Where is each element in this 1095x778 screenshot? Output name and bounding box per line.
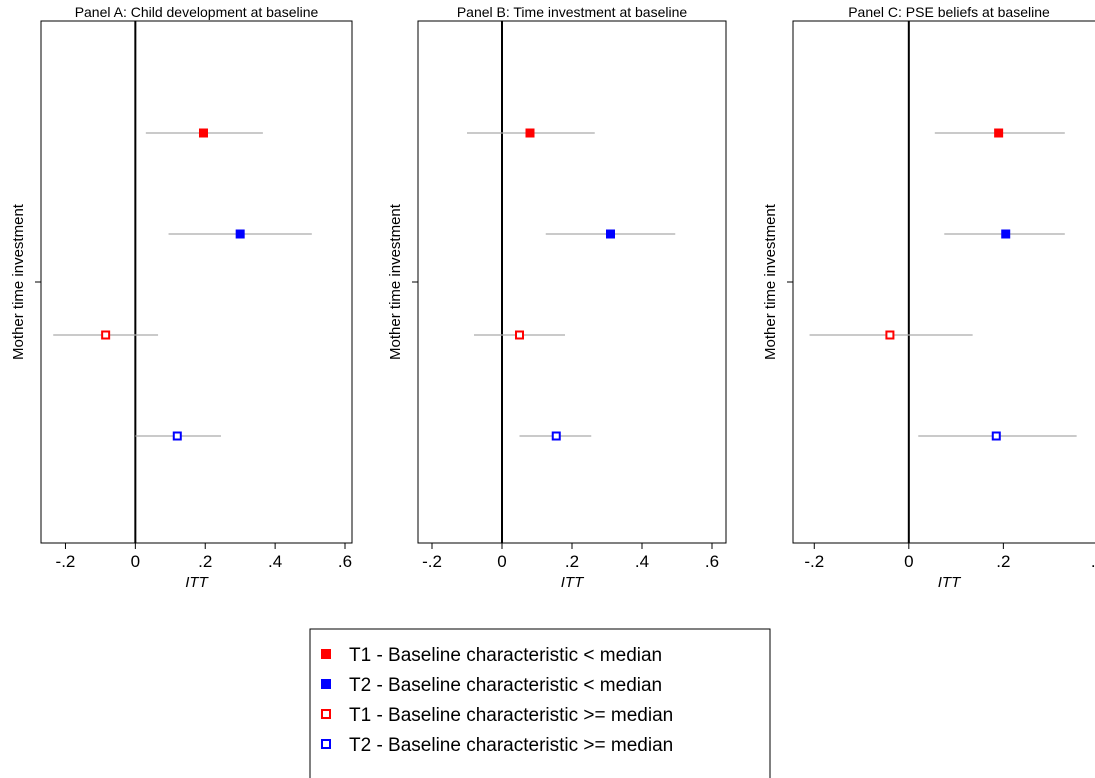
point-estimate-marker	[235, 229, 245, 239]
x-tick-label: 0	[131, 552, 140, 571]
panel-3: Panel C: PSE beliefs at baseline Mother t…	[762, 4, 1095, 591]
x-tick-label: -.2	[56, 552, 76, 571]
x-tick-label: .2	[996, 552, 1010, 571]
x-axis-label: ITT	[185, 574, 209, 591]
panel-title: Panel B: Time investment at baseline	[457, 4, 688, 20]
point-estimate-marker	[198, 128, 208, 138]
plot-frame	[40, 20, 353, 544]
panel-title: Panel A: Child development at baseline	[75, 4, 319, 20]
legend-label: T1 - Baseline characteristic < median	[349, 645, 662, 666]
x-tick-label: 0	[904, 552, 913, 571]
x-tick-label: .2	[198, 552, 212, 571]
point-estimate-marker	[991, 431, 1001, 441]
legend-marker	[321, 739, 331, 749]
point-estimate-marker	[606, 229, 615, 239]
point-estimate-marker	[525, 128, 535, 138]
panel-title: Panel C: PSE beliefs at baseline	[848, 4, 1050, 20]
legend-box	[309, 628, 771, 778]
point-estimate-marker	[885, 330, 895, 340]
x-tick-label: .4	[635, 552, 649, 571]
legend-label: T2 - Baseline characteristic < median	[349, 675, 662, 696]
point-estimate-marker	[172, 431, 182, 441]
x-axis-label: ITT	[938, 574, 962, 591]
legend-marker	[321, 649, 331, 659]
point-estimate-marker	[551, 431, 561, 441]
y-axis-label: Mother time investment	[387, 203, 404, 360]
legend-label: T2 - Baseline characteristic >= median	[349, 735, 673, 756]
x-tick-label: .2	[565, 552, 579, 571]
point-estimate-marker	[1001, 229, 1011, 239]
x-axis-label: ITT	[561, 574, 585, 591]
legend-marker	[321, 709, 331, 719]
legend: T1 - Baseline characteristic < median T2 …	[309, 628, 771, 778]
panel-2: Panel B: Time investment at baseline Moth…	[387, 4, 727, 591]
point-estimate-marker	[515, 330, 524, 340]
x-tick-label: -.2	[804, 552, 824, 571]
panel-1: Panel A: Child development at baseline Mo…	[10, 4, 353, 591]
y-axis-label: Mother time investment	[762, 203, 779, 360]
x-tick-label: 0	[497, 552, 506, 571]
x-tick-label: -.2	[422, 552, 442, 571]
x-tick-label: .4	[1091, 552, 1095, 571]
point-estimate-marker	[994, 128, 1004, 138]
x-tick-label: .6	[338, 552, 352, 571]
legend-label: T1 - Baseline characteristic >= median	[349, 705, 673, 726]
plot-frame	[792, 20, 1095, 544]
x-tick-label: .4	[268, 552, 282, 571]
point-estimate-marker	[101, 330, 111, 340]
legend-marker	[321, 679, 331, 689]
plot-frame	[417, 20, 727, 544]
x-tick-label: .6	[705, 552, 719, 571]
y-axis-label: Mother time investment	[10, 203, 27, 360]
